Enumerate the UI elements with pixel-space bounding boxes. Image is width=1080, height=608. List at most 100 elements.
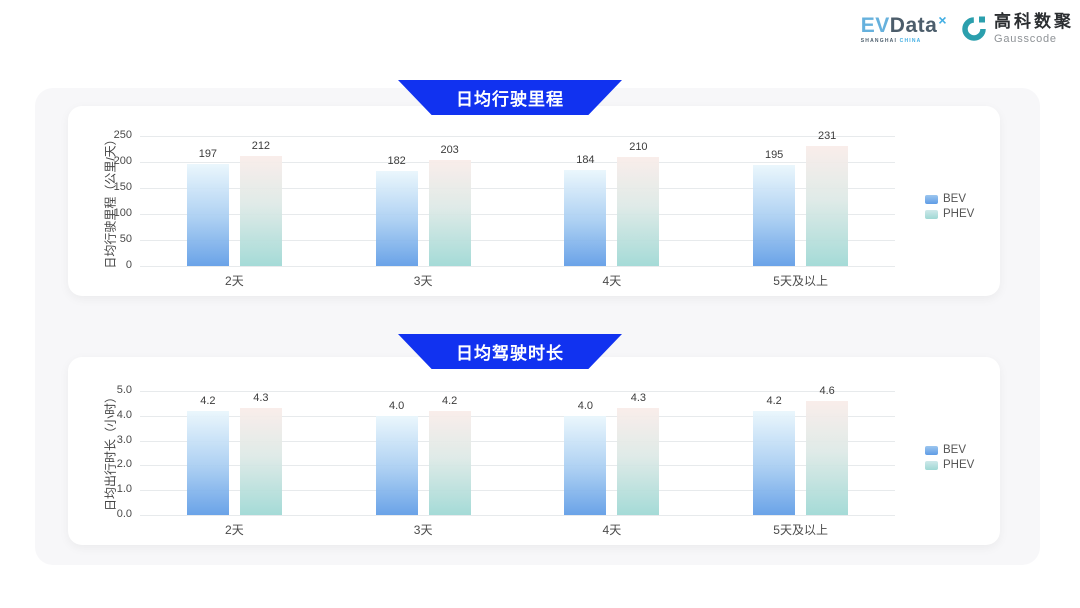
- bar-bev-2天: [186, 163, 229, 266]
- bar-wrap: 4.2: [753, 395, 796, 515]
- y-axis-ticks: 5.0 4.0 3.0 2.0 1.0 0.0: [98, 357, 132, 545]
- bar-wrap: 210: [617, 141, 660, 266]
- legend-item-bev[interactable]: BEV: [925, 193, 974, 205]
- bar-wrap: 182: [375, 155, 418, 266]
- evdata-x-mark: ×: [938, 12, 947, 29]
- legend-label: PHEV: [943, 208, 975, 220]
- chart-card-mileage: 日均行驶里程（公里/天） 250 200 150 100 50 0 197 212 182 20…: [68, 106, 1000, 296]
- legend-item-phev[interactable]: PHEV: [925, 208, 974, 220]
- bar-wrap: 184: [564, 154, 607, 266]
- y-tick-label: 0.0: [116, 508, 132, 520]
- y-tick-label: 100: [113, 207, 132, 219]
- bar-bev-4天: [564, 170, 607, 266]
- evdata-subtitle: SHANGHAI CHINA: [861, 39, 947, 44]
- bar-group: 4.2 4.6: [706, 385, 895, 515]
- bar-group: 197 212: [140, 136, 329, 266]
- bar-value-label: 4.6: [819, 384, 835, 397]
- gausscode-g-icon: [962, 16, 986, 42]
- bar-group: 182 203: [329, 136, 518, 266]
- bar-phev-4天: [617, 156, 660, 266]
- bar-phev-2天: [239, 408, 282, 515]
- bar-value-label: 212: [251, 139, 271, 152]
- legend: BEV PHEV: [925, 193, 974, 220]
- x-tick-label: 5天及以上: [773, 523, 828, 537]
- y-tick-label: 4.0: [116, 408, 132, 421]
- y-tick-label: 5.0: [116, 384, 132, 396]
- x-tick-label: 2天: [225, 274, 244, 288]
- bar-value-label: 231: [817, 129, 837, 142]
- gridline: [140, 214, 895, 215]
- legend-swatch-phev: [925, 460, 938, 470]
- bar-phev-4天: [617, 408, 660, 515]
- bar-value-label: 195: [764, 148, 784, 161]
- bar-wrap: 4.2: [186, 395, 229, 515]
- chart-title-banner-duration: 日均驾驶时长: [398, 334, 622, 369]
- legend-item-phev[interactable]: PHEV: [925, 459, 974, 471]
- chart-title-duration: 日均驾驶时长: [456, 344, 564, 363]
- gausscode-cn-name: 高科数聚: [994, 12, 1074, 31]
- legend-swatch-phev: [925, 209, 938, 219]
- gridline: [140, 415, 895, 417]
- charts-panel: 日均行驶里程 日均行驶里程（公里/天） 250 200 150 100 50 0 197 2…: [35, 80, 1040, 565]
- brand-header: EVData× SHANGHAI CHINA 高科数聚 Gausscode: [861, 12, 1074, 45]
- gridline: [140, 266, 895, 267]
- bar-bev-5天及以上: [753, 410, 796, 515]
- x-axis-labels: 2天 3天 4天 5天及以上: [140, 521, 895, 538]
- x-tick-label: 3天: [413, 274, 433, 288]
- x-tick-label: 4天: [602, 523, 622, 537]
- bar-wrap: 4.3: [617, 392, 660, 515]
- bar-bev-3天: [375, 415, 418, 515]
- gridline: [140, 440, 895, 442]
- chart-card-duration: 日均出行时长（小时） 5.0 4.0 3.0 2.0 1.0 0.0 4.2 4.3 4.0 4…: [68, 357, 1000, 545]
- bar-wrap: 195: [753, 149, 796, 266]
- x-tick-label: 5天及以上: [773, 274, 828, 288]
- plot-area-mileage: 197 212 182 203 184 210 195 231: [140, 130, 895, 267]
- legend-label: PHEV: [943, 459, 975, 471]
- bar-value-label: 4.0: [577, 399, 594, 412]
- bar-value-label: 184: [576, 154, 595, 167]
- y-tick-label: 200: [113, 155, 132, 167]
- bar-group: 4.2 4.3: [140, 391, 329, 515]
- x-tick-label: 3天: [413, 523, 433, 537]
- y-axis-ticks: 250 200 150 100 50 0: [98, 106, 132, 296]
- bar-wrap: 4.0: [375, 400, 418, 515]
- y-tick-label: 1.0: [116, 483, 132, 496]
- bar-wrap: 203: [428, 144, 471, 266]
- bar-value-label: 4.3: [253, 392, 269, 405]
- bar-group: 4.0 4.3: [518, 391, 707, 515]
- bar-wrap: 4.0: [564, 400, 607, 515]
- plot-area-duration: 4.2 4.3 4.0 4.2 4.0 4.3 4.2 4.6: [140, 385, 895, 516]
- gausscode-logo: 高科数聚 Gausscode: [961, 12, 1074, 45]
- evdata-logo: EVData× SHANGHAI CHINA: [861, 13, 947, 44]
- bar-value-label: 4.2: [200, 394, 216, 407]
- bar-phev-5天及以上: [806, 145, 849, 266]
- evdata-shanghai-text: SHANGHAI: [860, 38, 898, 45]
- gridline: [140, 515, 895, 516]
- bar-value-label: 4.2: [441, 394, 458, 407]
- bar-value-label: 182: [387, 155, 406, 168]
- gausscode-en-name: Gausscode: [994, 32, 1057, 45]
- x-tick-label: 4天: [602, 274, 622, 288]
- gridline: [140, 162, 895, 163]
- gridline: [140, 240, 895, 241]
- bar-wrap: 4.6: [806, 385, 849, 515]
- legend: BEV PHEV: [925, 444, 974, 471]
- y-tick-label: 150: [113, 181, 132, 193]
- bar-phev-5天及以上: [806, 400, 849, 515]
- bar-group: 4.0 4.2: [329, 391, 518, 515]
- x-axis-labels: 2天 3天 4天 5天及以上: [140, 272, 895, 289]
- bar-value-label: 197: [198, 147, 218, 160]
- bar-phev-3天: [428, 160, 471, 266]
- evdata-ev-text: EV: [860, 14, 890, 38]
- legend-item-bev[interactable]: BEV: [925, 444, 974, 456]
- y-tick-label: 50: [119, 233, 132, 245]
- bar-groups: 197 212 182 203 184 210 195 231: [140, 130, 895, 266]
- gridline: [140, 391, 895, 392]
- bar-bev-4天: [564, 415, 607, 515]
- bar-group: 195 231: [706, 130, 895, 266]
- gridline: [140, 136, 895, 137]
- legend-label: BEV: [943, 444, 967, 456]
- gridline: [140, 465, 895, 467]
- x-tick-label: 2天: [225, 523, 244, 537]
